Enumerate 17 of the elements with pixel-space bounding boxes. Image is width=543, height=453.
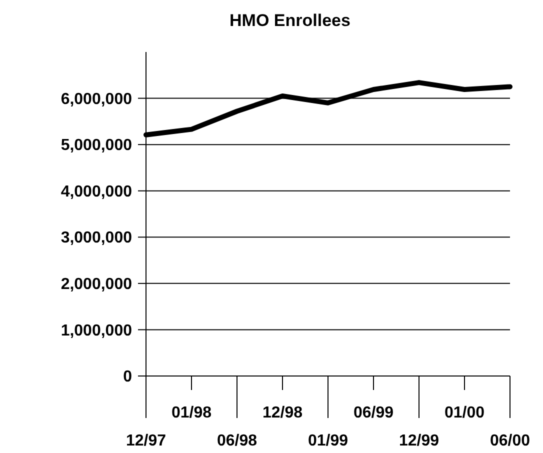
y-tick-label: 1,000,000 [60,322,132,340]
y-tick-label: 0 [123,368,132,386]
y-tick-label: 2,000,000 [60,276,132,294]
x-tick-label: 06/98 [216,432,258,450]
y-tick-label: 4,000,000 [60,183,132,200]
y-tick-label: 6,000,000 [60,90,132,108]
x-tick-label: 06/99 [353,404,394,422]
y-tick-label: 3,000,000 [60,230,132,247]
x-tick-label: 01/00 [444,404,485,422]
x-tick-label: 12/97 [126,432,166,450]
y-tick-label: 5,000,000 [60,137,132,154]
x-tick-label: 01/98 [171,404,212,422]
x-tick-label: 06/00 [490,432,530,450]
x-tick-label: 12/98 [262,404,303,422]
x-tick-label: 12/99 [398,432,440,450]
chart-title: HMO Enrollees [230,11,350,30]
x-tick-label: 01/99 [308,432,348,450]
